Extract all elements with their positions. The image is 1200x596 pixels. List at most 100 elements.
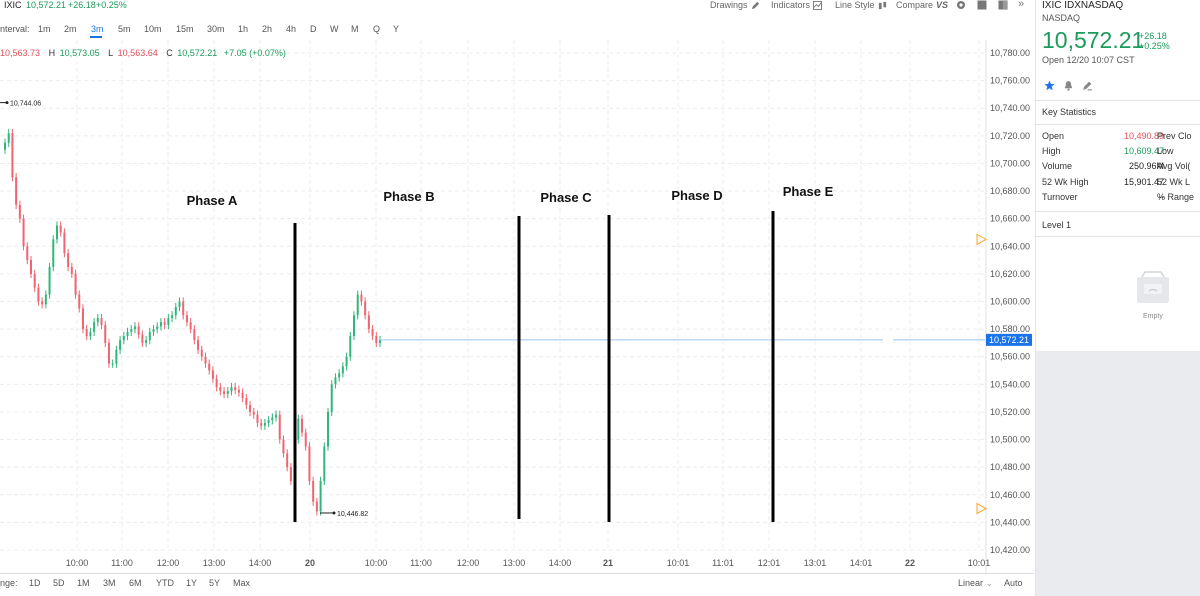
candle-body [167, 318, 170, 325]
layout-icon[interactable] [998, 0, 1008, 10]
x-tick-label: 13:01 [804, 558, 827, 568]
phase-label: Phase E [783, 184, 834, 199]
candle-body [219, 387, 222, 392]
y-tick-label: 10,520.00 [990, 407, 1030, 417]
candle-body [74, 273, 77, 295]
candle-body [133, 326, 136, 330]
collapse-chevron-icon[interactable]: » [1018, 0, 1025, 10]
candle-body [189, 322, 192, 330]
candle-body [52, 239, 55, 267]
candle-body [327, 411, 330, 447]
high-marker-label: 10,744.06 [10, 101, 41, 108]
key-statistics-title: Key Statistics [1042, 107, 1097, 117]
range-ytd[interactable]: YTD [156, 578, 174, 588]
symbol-change-pct: +0.25% [96, 0, 127, 10]
ohlc-close-label: C [166, 48, 173, 58]
candle-body [211, 370, 214, 379]
last-price-tag [986, 333, 1032, 346]
range-1d[interactable]: 1D [29, 578, 41, 588]
interval-w[interactable]: W [330, 24, 339, 34]
candle-body [26, 246, 29, 261]
ohlc-legend: 10,563.73 H 10,573.05 L 10,563.64 C 10,5… [0, 48, 288, 58]
range-1y[interactable]: 1Y [186, 578, 198, 588]
interval-2h[interactable]: 2h [262, 24, 273, 34]
interval-y[interactable]: Y [393, 24, 400, 34]
interval-1m[interactable]: 1m [38, 24, 51, 34]
panel-empty-area [1036, 351, 1200, 596]
y-tick-label: 10,460.00 [990, 490, 1030, 500]
stat-value: -- [1158, 192, 1164, 202]
line-style-button[interactable]: Line Style [835, 0, 887, 10]
candle-body [379, 340, 381, 343]
candle-body [107, 342, 110, 364]
candle-body [145, 340, 148, 343]
bell-icon[interactable] [1063, 80, 1074, 91]
interval-10m[interactable]: 10m [144, 24, 162, 34]
low-marker-label: 10,446.82 [337, 511, 368, 518]
range-3m[interactable]: 3M [103, 578, 116, 588]
interval-4h[interactable]: 4h [286, 24, 297, 34]
candle-body [312, 480, 315, 502]
alert-marker-icon [976, 233, 988, 246]
candle-body [48, 266, 51, 295]
range-5y[interactable]: 5Y [209, 578, 221, 588]
interval-3m[interactable]: 3m [91, 24, 104, 34]
candle-body [152, 329, 155, 332]
candle-body [111, 363, 114, 365]
candle-body [360, 294, 363, 302]
panel-divider [1036, 124, 1200, 125]
indicators-button[interactable]: Indicators [771, 0, 823, 10]
save-icon[interactable] [977, 0, 987, 10]
candle-body [96, 318, 99, 323]
candle-body [33, 273, 36, 288]
candle-body [330, 384, 333, 412]
candle-body [338, 373, 341, 378]
candle-body [367, 315, 370, 330]
interval-label: nterval: [0, 24, 30, 34]
candle-body [304, 432, 307, 447]
stat-label-2: 52 Wk L [1157, 177, 1191, 187]
interval-5m[interactable]: 5m [118, 24, 131, 34]
y-tick-label: 10,580.00 [990, 324, 1030, 334]
interval-2m[interactable]: 2m [64, 24, 77, 34]
star-icon[interactable] [1044, 80, 1055, 91]
price-chart[interactable]: 10,780.00 10,760.00 10,740.00 10,720.00 10,7… [0, 40, 1034, 573]
y-tick-label: 10,480.00 [990, 462, 1030, 472]
drawings-button[interactable]: Drawings [710, 0, 760, 10]
compare-button[interactable]: Compare VS [896, 0, 948, 10]
candle-body [93, 322, 96, 332]
x-tick-label: 10:00 [365, 558, 388, 568]
range-5d[interactable]: 5D [53, 578, 65, 588]
auto-scale-button[interactable]: Auto [1004, 578, 1023, 588]
ohlc-low-label: L [108, 48, 114, 58]
interval-m[interactable]: M [351, 24, 359, 34]
interval-15m[interactable]: 15m [176, 24, 194, 34]
settings-gear-icon[interactable] [956, 0, 966, 10]
active-interval-underline [90, 36, 102, 38]
candle-body [215, 378, 218, 388]
range-max[interactable]: Max [233, 578, 251, 588]
candle-body [126, 331, 129, 337]
x-tick-label: 11:00 [410, 558, 432, 568]
scale-select[interactable]: Linear ⌄ [958, 578, 993, 589]
candle-body [267, 420, 270, 423]
candle-body [163, 322, 166, 325]
phase-label: Phase B [383, 189, 434, 204]
interval-1h[interactable]: 1h [238, 24, 249, 34]
edit-note-icon[interactable] [1082, 80, 1093, 91]
panel-symbol: IXIC IDXNASDAQ [1042, 0, 1124, 11]
quote-panel: IXIC IDXNASDAQ NASDAQ 10,572.21 +26.18 +… [1035, 0, 1200, 596]
candle-body [375, 336, 378, 343]
interval-q[interactable]: Q [373, 24, 381, 34]
panel-change: +26.18 [1139, 31, 1167, 41]
candle-body [256, 414, 259, 423]
y-tick-label: 10,720.00 [990, 131, 1030, 141]
candle-body [204, 356, 207, 364]
interval-d[interactable]: D [310, 24, 317, 34]
range-6m[interactable]: 6M [129, 578, 142, 588]
empty-tray-icon [1137, 271, 1169, 303]
candle-body [230, 387, 233, 392]
interval-30m[interactable]: 30m [207, 24, 225, 34]
range-1m[interactable]: 1M [77, 578, 90, 588]
phase-label: Phase A [187, 193, 238, 208]
